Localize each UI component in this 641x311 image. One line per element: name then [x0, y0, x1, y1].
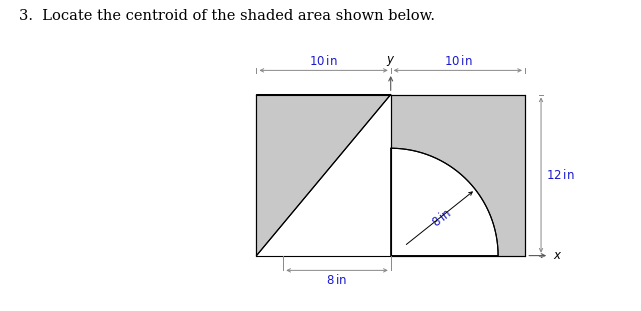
Text: $8\,\mathrm{in}$: $8\,\mathrm{in}$: [326, 273, 347, 287]
Polygon shape: [391, 95, 525, 256]
Polygon shape: [391, 148, 498, 256]
Text: $10\,\mathrm{in}$: $10\,\mathrm{in}$: [444, 54, 472, 68]
Polygon shape: [256, 95, 391, 256]
Text: $12\,\mathrm{in}$: $12\,\mathrm{in}$: [545, 168, 574, 182]
Text: $y$: $y$: [386, 54, 395, 68]
Text: $10\,\mathrm{in}$: $10\,\mathrm{in}$: [310, 54, 338, 68]
Text: $8\,\mathrm{in}$: $8\,\mathrm{in}$: [429, 206, 454, 230]
Text: 3.  Locate the centroid of the shaded area shown below.: 3. Locate the centroid of the shaded are…: [19, 9, 435, 23]
Text: $x$: $x$: [553, 249, 562, 262]
